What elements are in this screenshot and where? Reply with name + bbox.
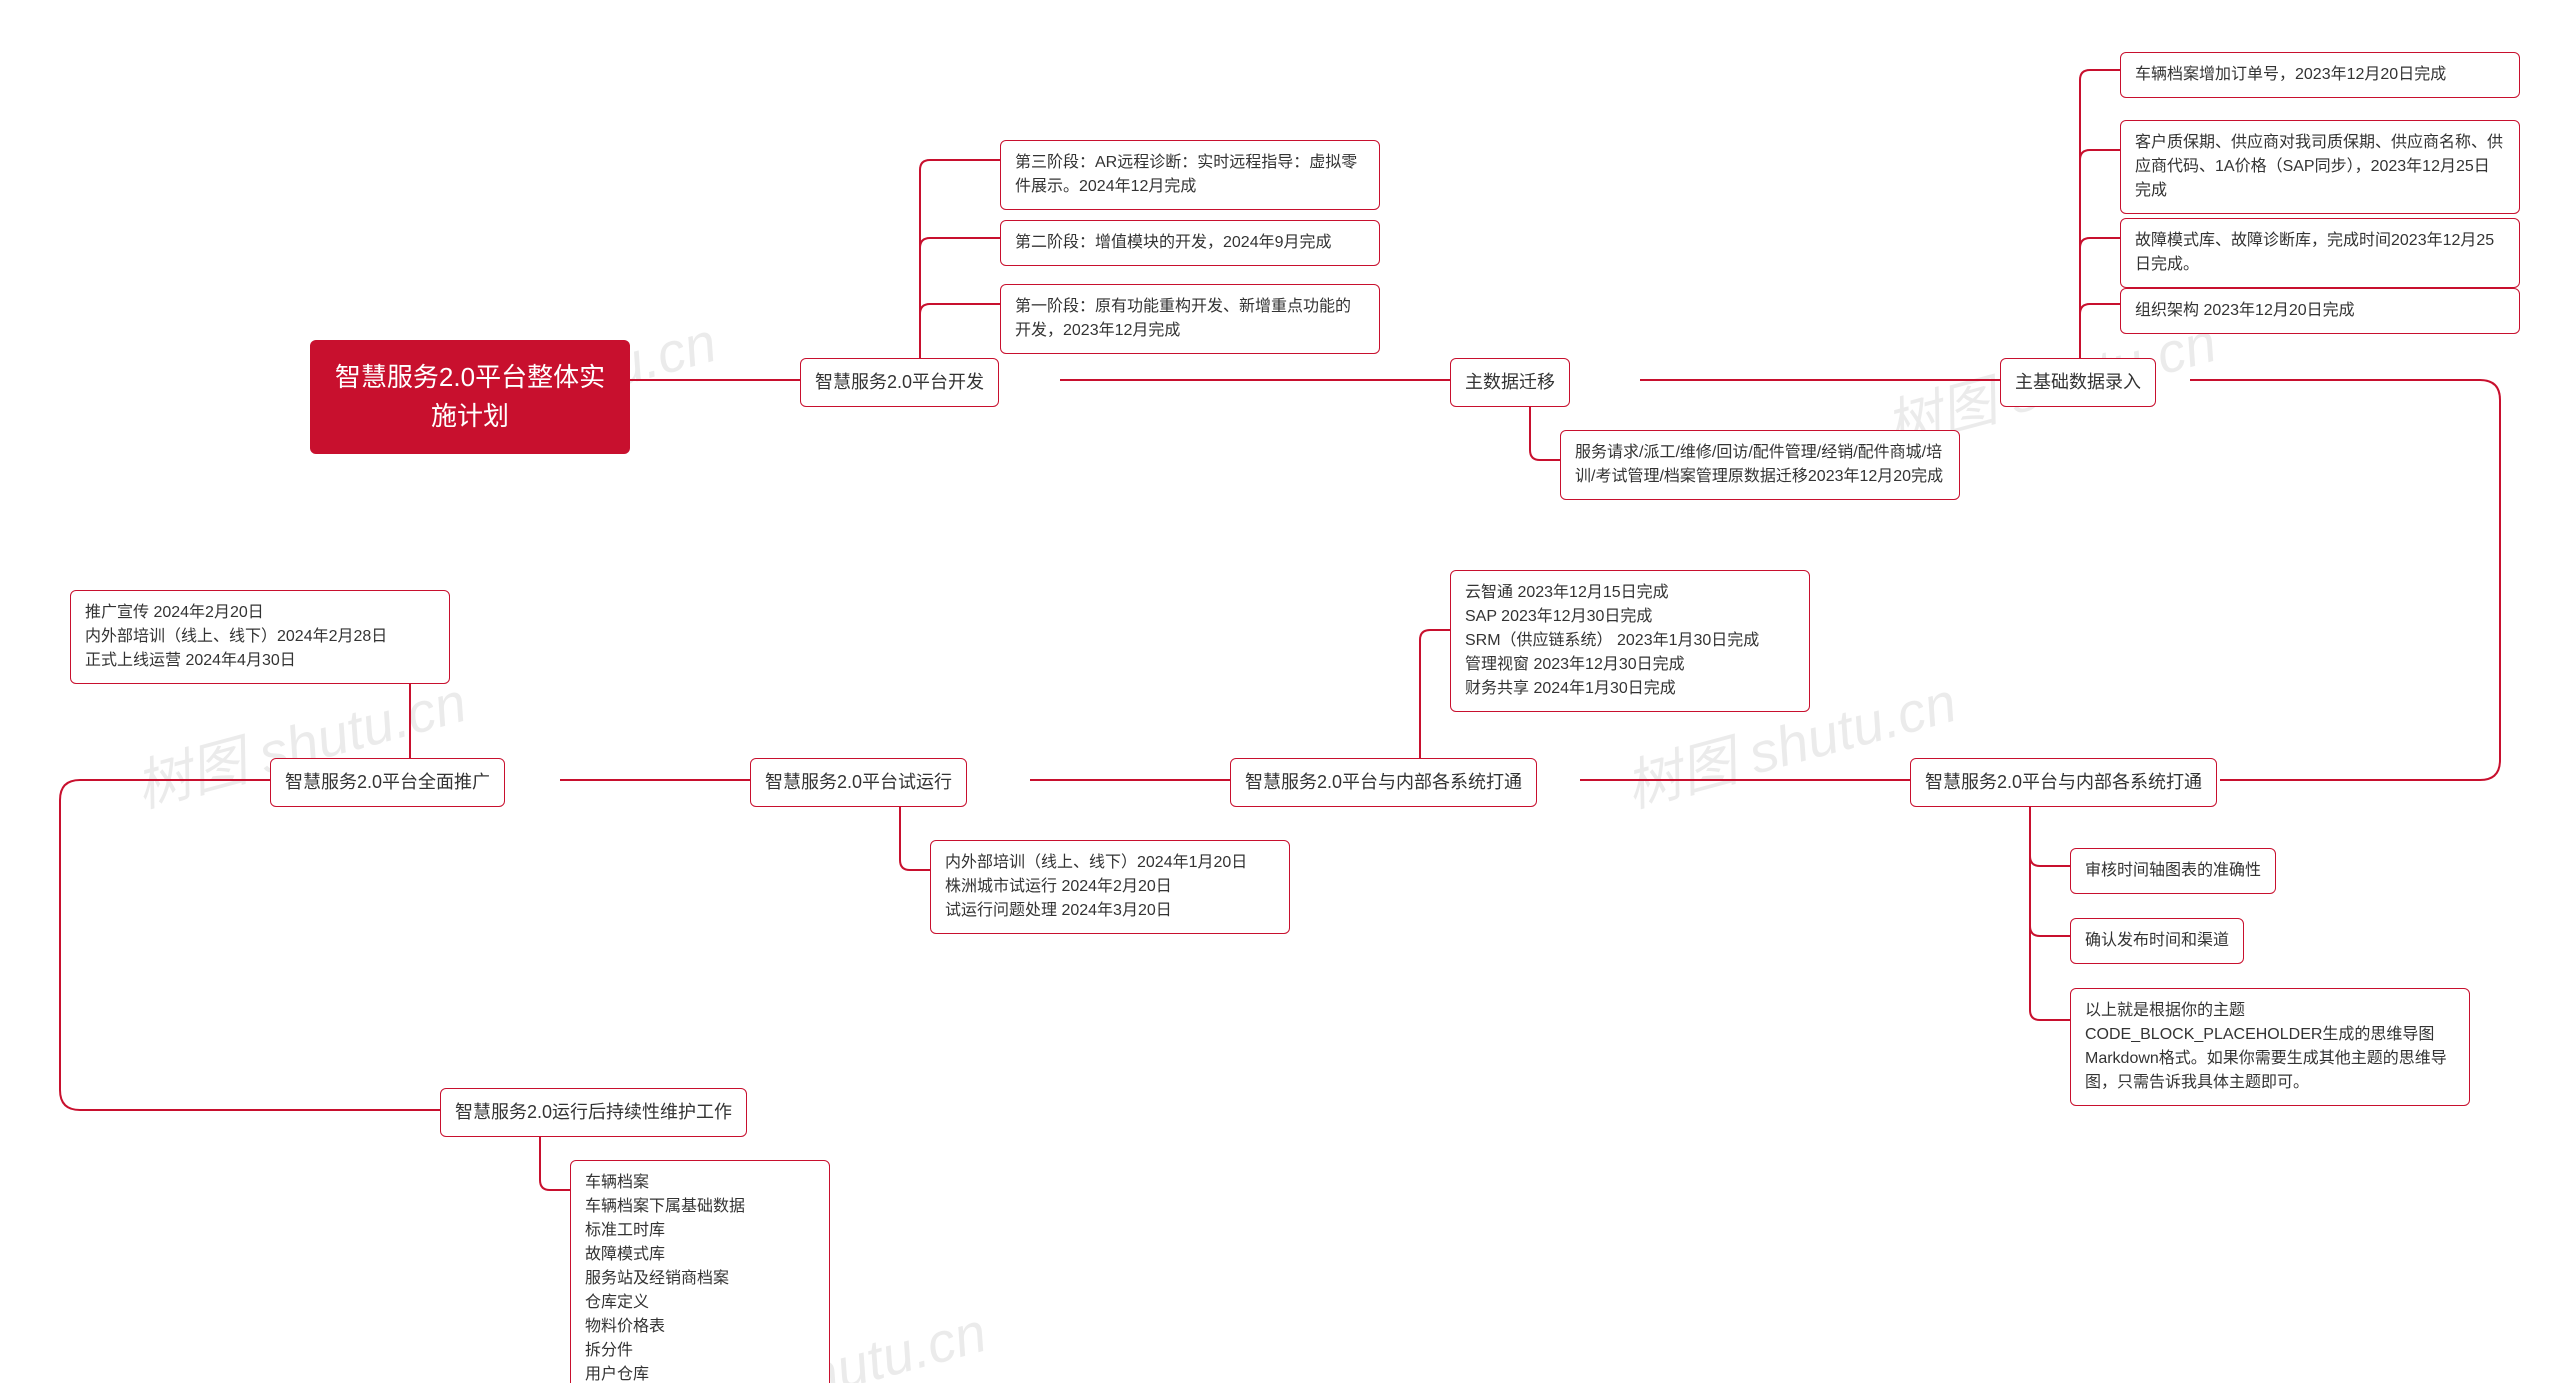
node-promote-detail[interactable]: 推广宣传 2024年2月20日 内外部培训（线上、线下）2024年2月28日 正… — [70, 590, 450, 684]
node-integrate-left-detail[interactable]: 云智通 2023年12月15日完成 SAP 2023年12月30日完成 SRM（… — [1450, 570, 1810, 712]
node-dev[interactable]: 智慧服务2.0平台开发 — [800, 358, 999, 407]
node-integrate-right-3[interactable]: 以上就是根据你的主题CODE_BLOCK_PLACEHOLDER生成的思维导图M… — [2070, 988, 2470, 1106]
node-migrate-detail[interactable]: 服务请求/派工/维修/回访/配件管理/经销/配件商城/培训/考试管理/档案管理原… — [1560, 430, 1960, 500]
node-integrate-right[interactable]: 智慧服务2.0平台与内部各系统打通 — [1910, 758, 2217, 807]
node-basedata-2[interactable]: 客户质保期、供应商对我司质保期、供应商名称、供应商代码、1A价格（SAP同步），… — [2120, 120, 2520, 214]
node-integrate-right-1[interactable]: 审核时间轴图表的准确性 — [2070, 848, 2276, 894]
node-maintain-detail[interactable]: 车辆档案 车辆档案下属基础数据 标准工时库 故障模式库 服务站及经销商档案 仓库… — [570, 1160, 830, 1383]
node-migrate[interactable]: 主数据迁移 — [1450, 358, 1570, 407]
node-dev-phase1[interactable]: 第一阶段：原有功能重构开发、新增重点功能的开发，2023年12月完成 — [1000, 284, 1380, 354]
node-basedata-3[interactable]: 故障模式库、故障诊断库，完成时间2023年12月25日完成。 — [2120, 218, 2520, 288]
node-integrate-left[interactable]: 智慧服务2.0平台与内部各系统打通 — [1230, 758, 1537, 807]
node-basedata-4[interactable]: 组织架构 2023年12月20日完成 — [2120, 288, 2520, 334]
node-integrate-right-2[interactable]: 确认发布时间和渠道 — [2070, 918, 2244, 964]
node-maintain[interactable]: 智慧服务2.0运行后持续性维护工作 — [440, 1088, 747, 1137]
node-basedata-1[interactable]: 车辆档案增加订单号，2023年12月20日完成 — [2120, 52, 2520, 98]
root-node[interactable]: 智慧服务2.0平台整体实施计划 — [310, 340, 630, 454]
node-dev-phase2[interactable]: 第二阶段：增值模块的开发，2024年9月完成 — [1000, 220, 1380, 266]
node-basedata[interactable]: 主基础数据录入 — [2000, 358, 2156, 407]
node-promote[interactable]: 智慧服务2.0平台全面推广 — [270, 758, 505, 807]
node-trial[interactable]: 智慧服务2.0平台试运行 — [750, 758, 967, 807]
node-trial-detail[interactable]: 内外部培训（线上、线下）2024年1月20日 株洲城市试运行 2024年2月20… — [930, 840, 1290, 934]
node-dev-phase3[interactable]: 第三阶段：AR远程诊断：实时远程指导：虚拟零件展示。2024年12月完成 — [1000, 140, 1380, 210]
